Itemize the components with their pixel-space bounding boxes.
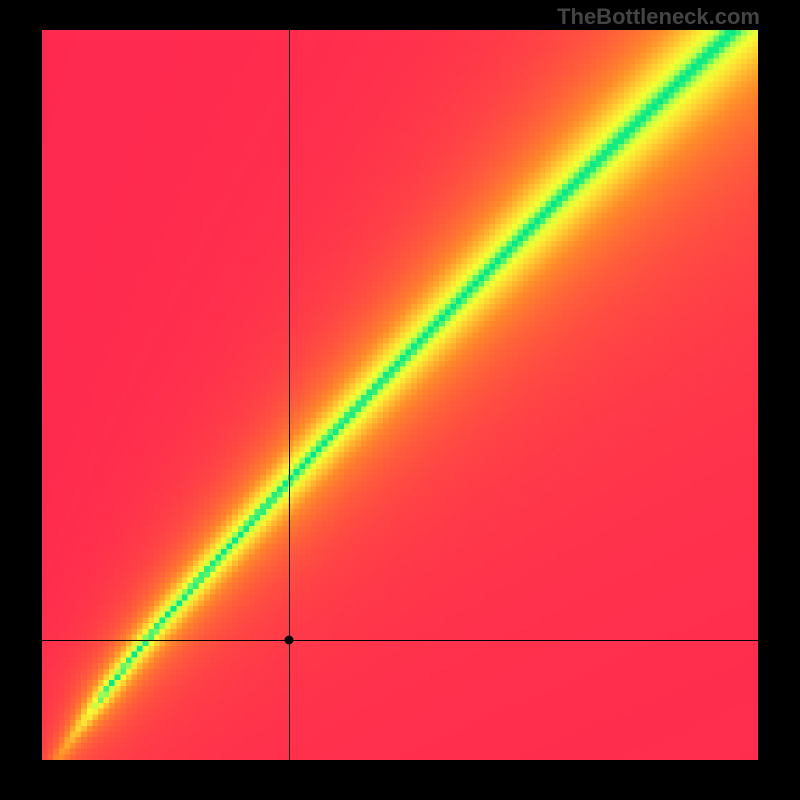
crosshair-vertical <box>289 30 290 760</box>
watermark: TheBottleneck.com <box>557 4 760 30</box>
crosshair-horizontal <box>42 640 758 641</box>
bottleneck-heatmap <box>42 30 758 760</box>
crosshair-marker <box>285 635 294 644</box>
heatmap-canvas <box>42 30 758 760</box>
